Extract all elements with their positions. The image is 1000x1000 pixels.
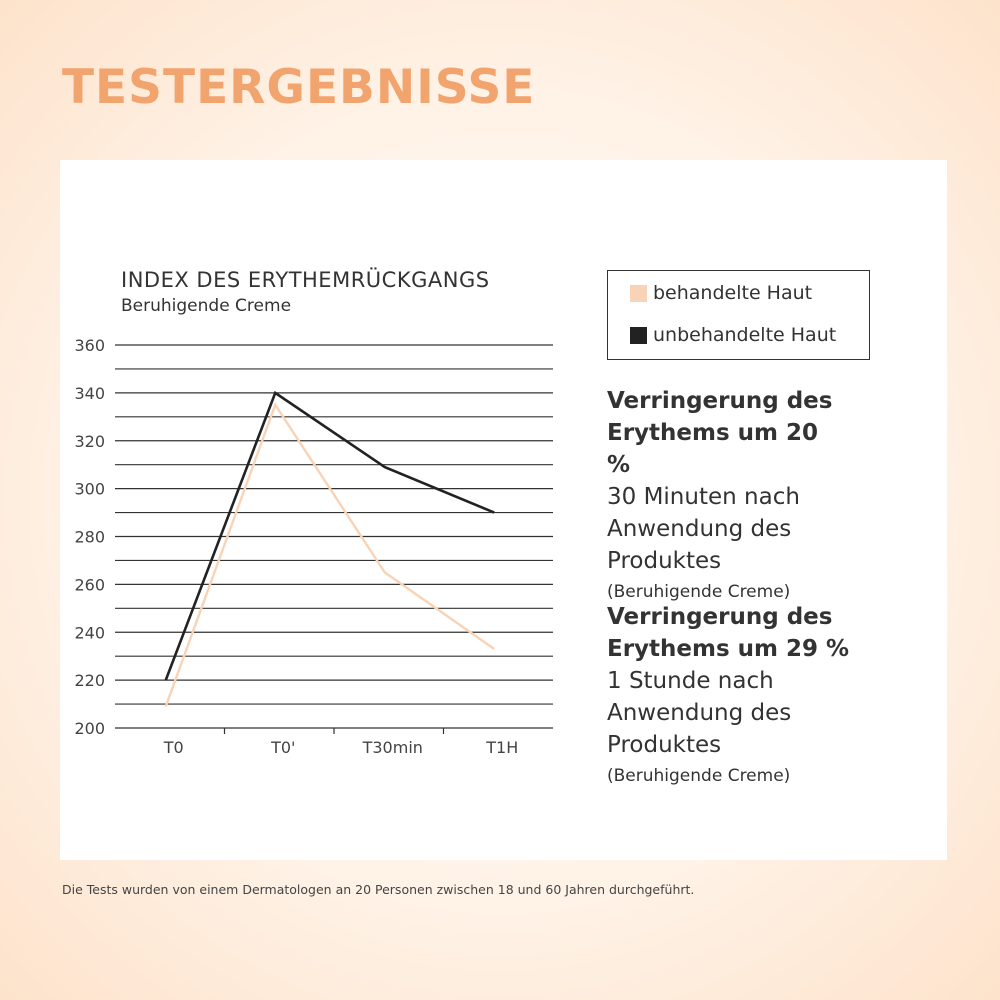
legend-swatch-untreated [630, 326, 647, 344]
x-tick-label: T30min [362, 738, 423, 757]
chart-title: INDEX DES ERYTHEMRÜCKGANGS [121, 268, 490, 292]
y-tick-label: 200 [74, 719, 105, 738]
x-tick-label: T1H [485, 738, 518, 757]
series-line-untreated [164, 390, 495, 681]
note-product: (Beruhigende Creme) [607, 582, 791, 602]
chart-card [60, 160, 947, 860]
chart-subtitle: Beruhigende Creme [121, 296, 292, 316]
result-note-2: Verringerung des Erythems um 29 % 1 Stun… [607, 601, 897, 791]
note-product: (Beruhigende Creme) [607, 766, 791, 786]
legend-label: behandelte Haut [653, 282, 813, 304]
page-title: TESTERGEBNISSE [62, 60, 536, 115]
y-tick-label: 340 [74, 384, 105, 403]
x-tick-label: T0' [270, 738, 295, 757]
y-tick-label: 220 [74, 671, 105, 690]
y-tick-label: 320 [74, 432, 105, 451]
legend-swatch-treated [630, 284, 647, 302]
y-tick-label: 360 [74, 336, 105, 355]
legend-label: unbehandelte Haut [653, 324, 837, 346]
legend: behandelte Haut unbehandelte Haut [607, 270, 870, 360]
y-tick-label: 280 [74, 528, 105, 547]
note-text: 30 Minuten nach Anwendung des Produktes [607, 484, 800, 574]
y-tick-label: 260 [74, 575, 105, 594]
x-tick-label: T0 [163, 738, 184, 757]
result-note-1: Verringerung des Erythems um 20 % 30 Min… [607, 385, 837, 607]
footnote: Die Tests wurden von einem Dermatologen … [62, 882, 695, 897]
y-tick-label: 240 [74, 623, 105, 642]
note-headline: Verringerung des Erythems um 20 % [607, 388, 833, 478]
legend-item-untreated: unbehandelte Haut [630, 324, 836, 346]
note-text: 1 Stunde nach Anwendung des Produktes [607, 668, 792, 758]
legend-item-treated: behandelte Haut [630, 282, 812, 304]
note-headline: Verringerung des Erythems um 29 % [607, 604, 850, 662]
series-line-treated [164, 402, 495, 707]
y-tick-label: 300 [74, 480, 105, 499]
